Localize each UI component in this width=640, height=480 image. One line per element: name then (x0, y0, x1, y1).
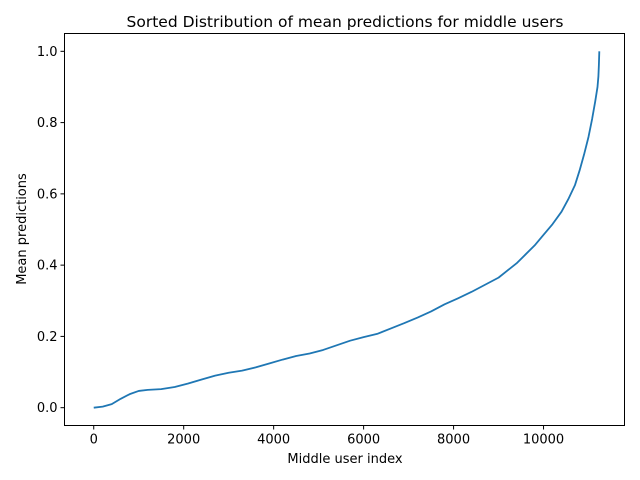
y-tick-label: 1.0 (37, 45, 58, 60)
y-tick-label: 0.6 (37, 187, 58, 202)
x-tick-label: 4000 (257, 433, 290, 448)
y-axis-label: Mean predictions (15, 173, 30, 285)
y-tick-label: 0.4 (37, 259, 58, 274)
x-tick-label: 2000 (167, 433, 200, 448)
x-tick-label: 10000 (523, 433, 564, 448)
chart-title: Sorted Distribution of mean predictions … (127, 13, 564, 31)
y-tick-label: 0.0 (37, 401, 58, 416)
mean-predictions-line (93, 51, 601, 409)
x-axis-label: Middle user index (287, 452, 402, 467)
plot-frame (64, 33, 625, 426)
x-tick-label: 6000 (347, 433, 380, 448)
y-tick-label: 0.2 (37, 330, 58, 345)
x-tick-label: 0 (90, 433, 98, 448)
y-tick-label: 0.8 (37, 116, 58, 131)
x-tick-label: 8000 (437, 433, 470, 448)
